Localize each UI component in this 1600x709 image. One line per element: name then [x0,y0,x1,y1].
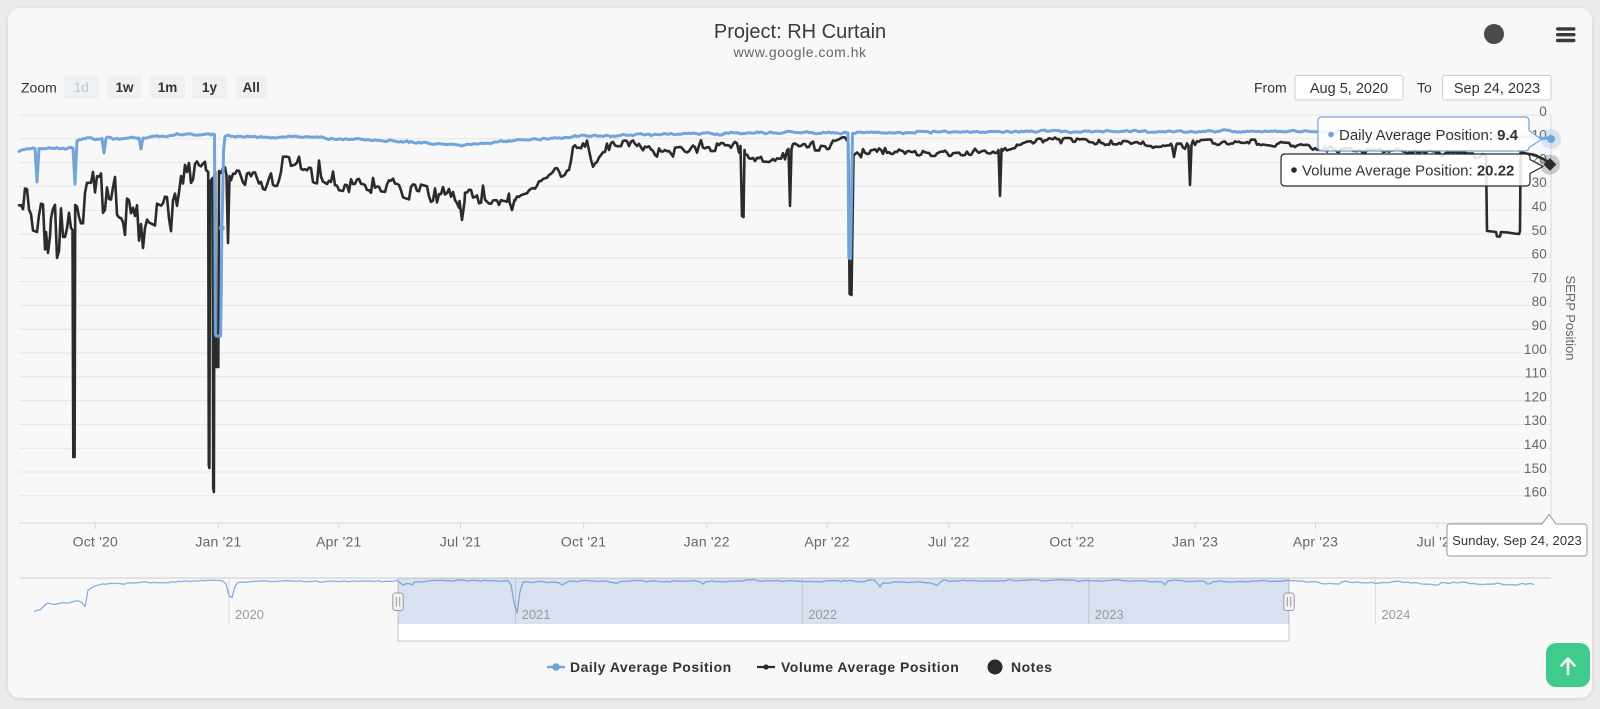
svg-text:Zoom: Zoom [21,80,57,96]
svg-text:70: 70 [1532,270,1547,285]
svg-text:160: 160 [1524,485,1547,500]
svg-text:Sep 24, 2023: Sep 24, 2023 [1454,81,1540,97]
svg-text:To: To [1417,80,1432,96]
svg-text:Jul '21: Jul '21 [440,534,481,550]
svg-text:Apr '21: Apr '21 [316,534,361,550]
svg-text:SERP Position: SERP Position [1563,275,1578,360]
svg-text:Volume Average Position: Volume Average Position [781,659,959,675]
svg-text:1m: 1m [158,80,178,95]
svg-text:2020: 2020 [235,607,264,622]
svg-text:From: From [1254,80,1287,96]
svg-text:Aug 5, 2020: Aug 5, 2020 [1310,81,1388,97]
svg-text:60: 60 [1532,247,1547,262]
svg-text:100: 100 [1524,342,1547,357]
svg-text:2022: 2022 [808,607,837,622]
svg-text:Daily Average Position: Daily Average Position [570,659,732,675]
svg-text:40: 40 [1532,199,1547,214]
svg-text:Oct '21: Oct '21 [561,534,606,550]
svg-text:Jan '21: Jan '21 [195,534,241,550]
svg-text:Jan '22: Jan '22 [684,534,730,550]
svg-text:1y: 1y [202,80,218,95]
svg-text:Jul '22: Jul '22 [928,534,969,550]
svg-text:2023: 2023 [1095,607,1124,622]
svg-text:Project: RH Curtain: Project: RH Curtain [714,21,886,43]
svg-text:110: 110 [1525,366,1547,381]
svg-text:Jan '23: Jan '23 [1172,534,1218,550]
svg-text:Oct '20: Oct '20 [73,534,118,550]
svg-text:Apr '22: Apr '22 [804,534,849,550]
svg-text:Oct '22: Oct '22 [1049,534,1094,550]
svg-text:0: 0 [1539,104,1547,119]
svg-text:90: 90 [1532,318,1547,333]
svg-text:50: 50 [1532,223,1547,238]
svg-text:150: 150 [1524,461,1547,476]
svg-text:www.google.com.hk: www.google.com.hk [732,44,867,60]
svg-text:Daily Average Position: 9.4: Daily Average Position: 9.4 [1339,127,1519,144]
svg-text:Sunday, Sep 24, 2023: Sunday, Sep 24, 2023 [1452,533,1582,548]
svg-text:30: 30 [1532,175,1547,190]
svg-text:1w: 1w [115,80,134,95]
svg-text:140: 140 [1524,437,1547,452]
svg-text:Notes: Notes [1011,659,1052,675]
svg-text:80: 80 [1532,294,1547,309]
svg-text:120: 120 [1524,389,1547,404]
svg-text:All: All [243,80,260,95]
svg-text:1d: 1d [74,80,89,95]
svg-text:2021: 2021 [522,607,551,622]
svg-text:130: 130 [1524,413,1547,428]
svg-text:2024: 2024 [1381,607,1410,622]
svg-text:Volume Average Position: 20.22: Volume Average Position: 20.22 [1302,162,1514,179]
svg-text:Apr '23: Apr '23 [1293,534,1338,550]
